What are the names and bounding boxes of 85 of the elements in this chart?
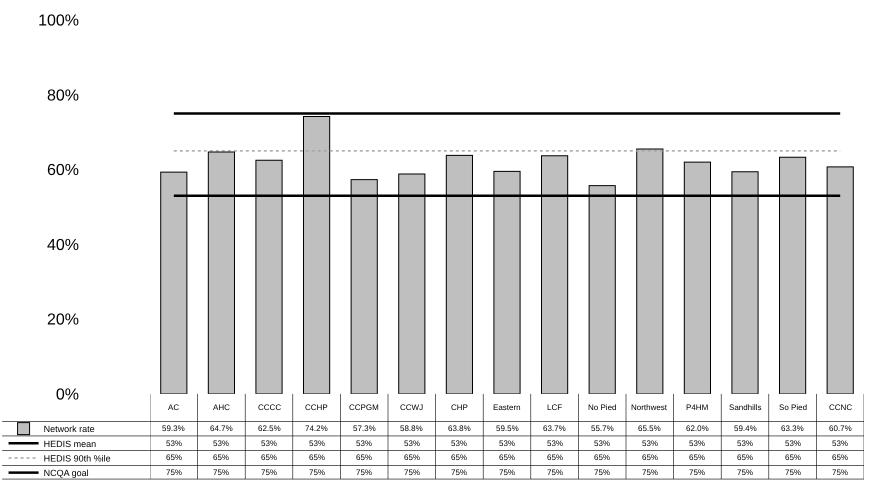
data-label: 53% xyxy=(737,439,754,448)
data-label: 65% xyxy=(689,453,706,462)
data-label: 75% xyxy=(832,468,848,477)
x-tick-label: So Pied xyxy=(779,403,808,412)
data-label: 63.7% xyxy=(543,424,566,433)
data-label: 65% xyxy=(309,453,326,462)
legend-label: NCQA goal xyxy=(44,468,89,478)
data-label: 75% xyxy=(785,468,802,477)
data-label: 53% xyxy=(594,439,610,448)
data-label: 53% xyxy=(451,439,468,448)
x-tick-label: AHC xyxy=(213,403,230,412)
y-tick-label: 40% xyxy=(46,236,79,254)
x-tick-label: Northwest xyxy=(631,403,668,412)
data-label: 65% xyxy=(547,453,564,462)
x-tick-label: Eastern xyxy=(493,403,521,412)
data-label: 75% xyxy=(642,468,658,477)
data-label: 53% xyxy=(785,439,802,448)
x-tick-label: P4HM xyxy=(686,403,709,412)
legend-label: HEDIS 90th %ile xyxy=(44,453,111,464)
x-tick-label: CHP xyxy=(451,403,468,412)
data-label: 65% xyxy=(166,453,182,462)
data-label: 75% xyxy=(356,468,372,477)
data-label: 53% xyxy=(166,439,182,448)
data-label: 53% xyxy=(356,439,372,448)
legend-label: Network rate xyxy=(44,424,95,434)
x-tick-label: CCHP xyxy=(305,403,328,412)
data-label: 75% xyxy=(213,468,230,477)
x-tick-label: LCF xyxy=(547,403,562,412)
data-label: 64.7% xyxy=(210,424,233,433)
data-label: 65% xyxy=(356,453,372,462)
y-tick-label: 100% xyxy=(38,12,79,30)
data-label: 65% xyxy=(594,453,610,462)
y-tick-label: 60% xyxy=(46,162,79,180)
data-label: 58.8% xyxy=(400,424,423,433)
x-tick-label: CCWJ xyxy=(400,403,424,412)
data-label: 75% xyxy=(547,468,564,477)
data-label: 55.7% xyxy=(591,424,614,433)
data-label: 75% xyxy=(499,468,516,477)
data-label: 65% xyxy=(832,453,848,462)
data-label: 65.5% xyxy=(638,424,661,433)
y-tick-label: 80% xyxy=(46,87,79,104)
data-label: 57.3% xyxy=(353,424,376,433)
data-label: 62.0% xyxy=(686,424,709,433)
x-tick-label: No Pied xyxy=(588,403,616,412)
data-label: 53% xyxy=(499,439,516,448)
data-label: 53% xyxy=(309,439,326,448)
y-tick-label: 20% xyxy=(46,312,79,329)
data-label: 75% xyxy=(309,468,326,477)
data-label: 75% xyxy=(261,468,278,477)
data-label: 53% xyxy=(689,439,706,448)
x-tick-label: CCCC xyxy=(258,403,282,412)
x-tick-label: AC xyxy=(168,403,180,412)
data-label: 63.8% xyxy=(448,424,471,433)
data-label: 63.3% xyxy=(781,424,804,433)
data-label: 59.5% xyxy=(496,424,519,433)
data-label: 65% xyxy=(451,453,468,462)
data-label: 53% xyxy=(404,439,420,448)
x-tick-label: Sandhills xyxy=(729,403,762,412)
data-label: 65% xyxy=(213,453,230,462)
data-label: 62.5% xyxy=(258,424,281,433)
data-label: 74.2% xyxy=(305,424,328,433)
data-label: 53% xyxy=(832,439,848,448)
data-label: 53% xyxy=(547,439,564,448)
data-label: 65% xyxy=(261,453,278,462)
data-label: 75% xyxy=(737,468,754,477)
y-tick-label: 0% xyxy=(56,386,79,404)
data-label: 59.4% xyxy=(734,424,757,433)
data-label: 65% xyxy=(785,453,802,462)
data-label: 53% xyxy=(261,439,278,448)
x-tick-label: CCPGM xyxy=(349,403,380,412)
data-label: 75% xyxy=(404,468,420,477)
data-label: 65% xyxy=(737,453,754,462)
data-label: 65% xyxy=(642,453,658,462)
data-label: 53% xyxy=(213,439,230,448)
x-tick-label: CCNC xyxy=(829,403,852,412)
data-label: 75% xyxy=(166,468,182,477)
data-label: 59.3% xyxy=(162,424,185,433)
data-label: 65% xyxy=(404,453,420,462)
data-label: 75% xyxy=(594,468,610,477)
data-label: 60.7% xyxy=(829,424,852,433)
data-label: 75% xyxy=(689,468,706,477)
data-label: 53% xyxy=(642,439,658,448)
data-label: 65% xyxy=(499,453,516,462)
legend-label: HEDIS mean xyxy=(44,438,96,449)
data-label: 75% xyxy=(451,468,468,477)
